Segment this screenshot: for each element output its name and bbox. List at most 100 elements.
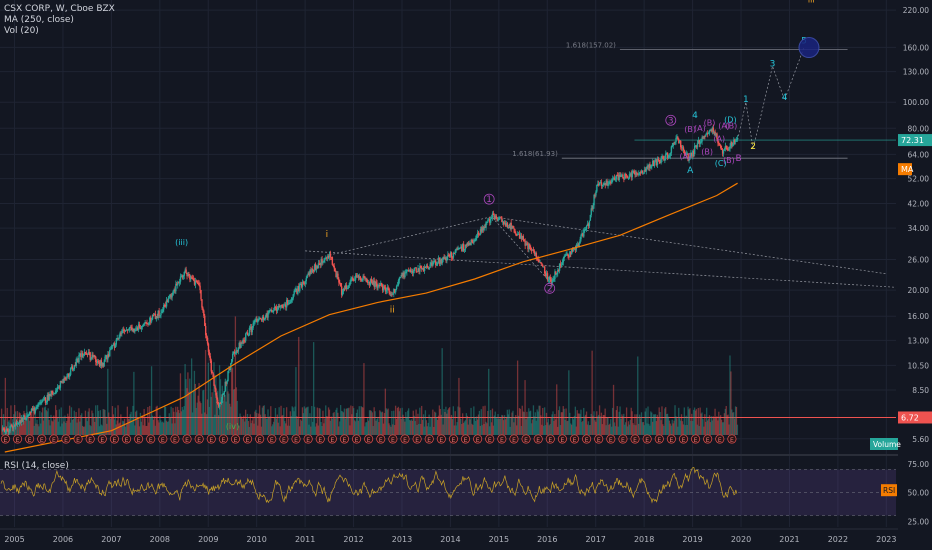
volume-bar [689,408,691,435]
candle [360,278,362,280]
volume-bar [358,406,360,435]
earnings-badge [376,434,386,444]
legend-vol[interactable]: Vol (20) [4,26,39,36]
volume-bar [138,426,141,435]
volume-bar [714,408,716,435]
candle [313,264,316,272]
volume-bar [62,416,64,435]
candle [434,260,436,262]
candle [202,307,204,311]
candle [662,156,664,160]
volume-bar [339,405,342,435]
volume-bar [661,406,663,435]
volume-bar [500,418,502,435]
candle [424,266,427,268]
candle [245,333,247,341]
volume-bar [338,426,340,435]
volume-bar [380,412,383,435]
candle [81,353,83,358]
candle [345,285,348,289]
candle [513,228,515,230]
candle [137,324,140,331]
volume-bar [720,415,722,435]
legend-ma[interactable]: MA (250, close) [4,15,74,25]
candle [622,174,624,179]
candle [260,318,263,321]
candle [307,273,309,275]
wave-label: (B) [704,118,716,127]
volume-bar [258,405,261,435]
candle [615,174,618,180]
candle [313,270,315,272]
candle [203,310,205,316]
volume-bar [650,411,652,435]
volume-bar [657,417,659,435]
volume-bar [290,416,292,435]
volume-bar [412,410,414,435]
volume-bar [383,413,386,435]
candle [374,281,376,287]
candle [155,316,158,319]
candle [65,378,67,380]
volume-bar [315,423,318,435]
candle [699,141,701,144]
candle [459,248,461,250]
candle [320,259,322,266]
candle [675,137,677,142]
volume-bar [215,374,217,435]
candle [694,145,697,147]
candle [332,264,334,266]
candle [38,403,40,405]
candle [82,354,85,356]
candle [358,276,361,278]
earnings-marker: E [609,437,613,444]
volume-bar [393,410,395,435]
volume-bar [160,420,162,435]
volume-bar [733,412,735,435]
volume-bar [99,410,101,435]
volume-bar [691,413,693,435]
legend-symbol[interactable]: CSX CORP, W, Cboe BZX [4,4,115,14]
wave-label: (B) [701,147,713,156]
volume-bar [515,415,517,435]
volume-bar [679,420,682,435]
wave-label: iii [808,0,815,4]
earnings-marker: E [669,437,673,444]
volume-bar [169,417,171,435]
volume-bar [267,409,269,435]
candle [68,374,71,377]
volume-bar [271,426,273,435]
candle [491,213,494,218]
volume-bar [122,420,124,435]
time-axis[interactable]: 2005 2006 2007 2008 2009 2010 2011 2012 2013 2014… [4,535,896,544]
candle [236,350,239,352]
price-axis[interactable]: 220.00160.00130.00100.0080.0064.0052.004… [870,0,932,550]
red-level-tag-bg [898,411,932,424]
volume-bar [377,416,379,435]
candle [366,278,368,282]
volume-bar [200,403,202,435]
legend-rsi-label[interactable]: RSI (14, close) [4,461,69,471]
volume-bar [191,412,194,435]
volume-bar [725,406,727,435]
volume-bar [49,425,51,435]
candle [720,145,722,148]
volume-bar [157,420,159,435]
volume-bar [530,423,533,435]
wave-label: 1 [486,195,492,205]
volume-bar [498,418,500,435]
volume-bar [575,426,577,435]
candle [163,304,165,310]
candle [598,183,600,186]
volume-bar [294,406,296,435]
volume-bar [453,425,455,435]
volume-bar [665,407,667,435]
volume-bar [670,425,672,435]
volume-bar [472,424,474,435]
candle [601,184,604,186]
volume-bar [588,425,590,435]
earnings-marker: E [76,437,80,444]
candle [467,242,470,246]
volume-bar [71,419,74,435]
